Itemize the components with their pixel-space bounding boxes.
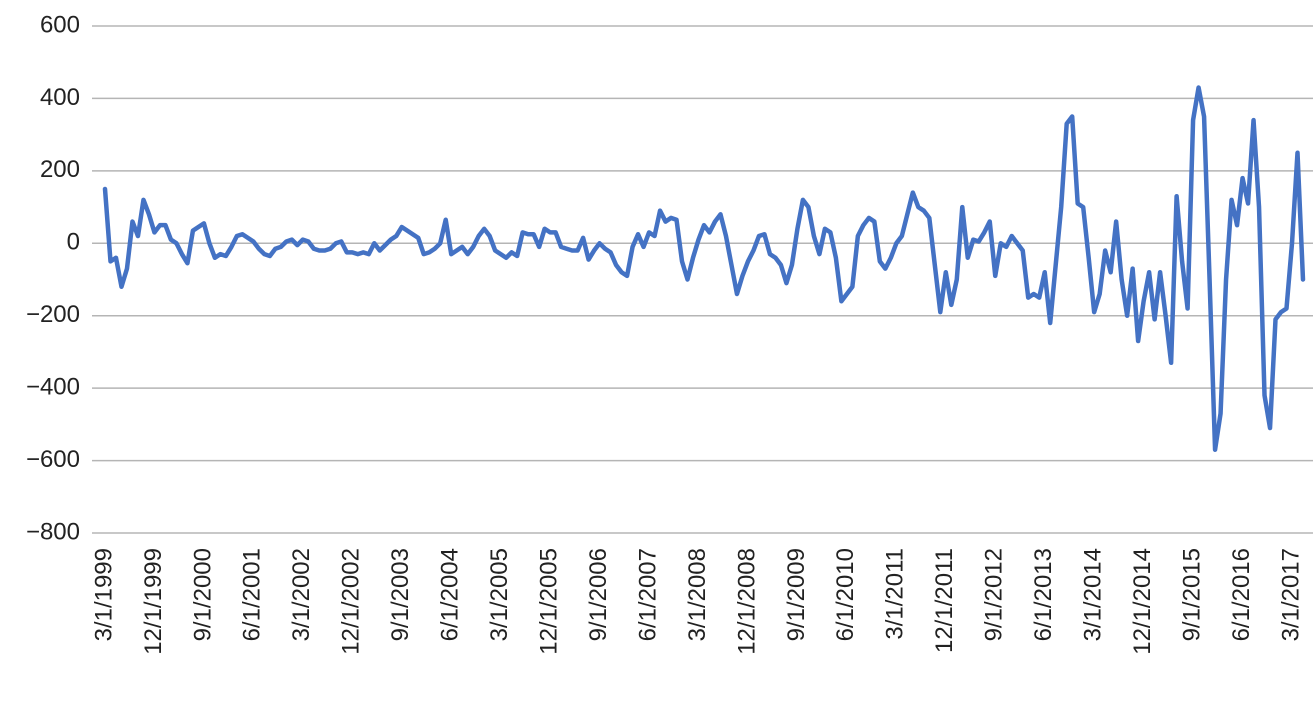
x-tick-label: 6/1/2016: [1228, 548, 1255, 641]
x-tick-label: 12/1/1999: [140, 548, 167, 655]
x-tick-label: 3/1/1999: [90, 548, 117, 641]
x-tick-label: 6/1/2010: [832, 548, 859, 641]
x-tick-label: 3/1/2017: [1277, 548, 1304, 641]
x-tick-label: 9/1/2015: [1178, 548, 1205, 641]
x-tick-label: 9/1/2003: [387, 548, 414, 641]
x-tick-label: 9/1/2006: [585, 548, 612, 641]
x-tick-label: 3/1/2008: [684, 548, 711, 641]
y-tick-label: 0: [67, 229, 80, 256]
x-tick-label: 6/1/2001: [239, 548, 266, 641]
x-tick-label: 12/1/2011: [931, 548, 958, 653]
data-line: [102, 85, 1306, 452]
x-tick-label: 3/1/2011: [882, 548, 909, 640]
y-tick-label: 600: [40, 11, 80, 38]
y-tick-label: 200: [40, 156, 80, 183]
y-tick-label: −800: [26, 518, 80, 545]
y-tick-label: −600: [26, 446, 80, 473]
y-tick-label: −400: [26, 373, 80, 400]
x-tick-label: 6/1/2007: [634, 548, 661, 641]
x-tick-label: 9/1/2000: [189, 548, 216, 641]
x-tick-label: 3/1/2014: [1080, 548, 1107, 641]
x-tick-label: 3/1/2002: [288, 548, 315, 641]
x-tick-label: 3/1/2005: [486, 548, 513, 641]
x-tick-label: 12/1/2005: [535, 548, 562, 655]
x-tick-label: 9/1/2009: [783, 548, 810, 641]
x-tick-label: 6/1/2004: [437, 548, 464, 641]
y-tick-label: −200: [26, 301, 80, 328]
x-tick-label: 12/1/2014: [1129, 548, 1156, 655]
x-tick-label: 12/1/2002: [338, 548, 365, 655]
y-tick-label: 400: [40, 84, 80, 111]
x-tick-label: 6/1/2013: [1030, 548, 1057, 641]
x-tick-label: 12/1/2008: [733, 548, 760, 655]
x-tick-label: 9/1/2012: [981, 548, 1008, 641]
